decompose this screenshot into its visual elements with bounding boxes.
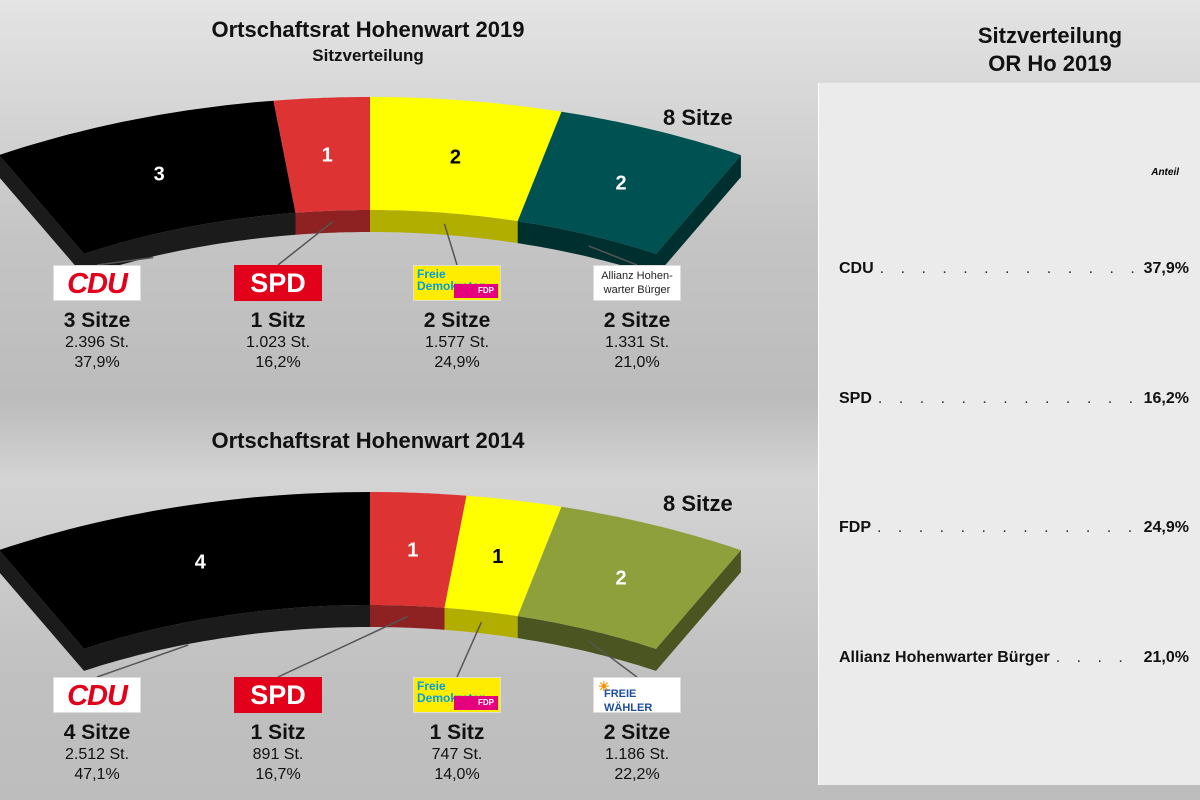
pct-text: 21,0% bbox=[614, 354, 660, 371]
cdu-logo: CDU bbox=[53, 677, 141, 713]
pct-text: 37,9% bbox=[74, 354, 120, 371]
pct-text: 16,2% bbox=[255, 354, 301, 371]
fdp-logo: Freie Demokraten FDP bbox=[413, 265, 501, 301]
share-row: CDU. . . . . . . . . . . . . . . . . . .… bbox=[839, 260, 1189, 277]
seat-segment-spd bbox=[370, 492, 467, 608]
seat-arc-2014: 4 1 1 2 bbox=[0, 492, 741, 678]
leader-line bbox=[456, 621, 482, 678]
votes-text: 747 St. bbox=[431, 746, 483, 763]
segment-front-face bbox=[517, 616, 656, 671]
seat-segment-cdu bbox=[0, 492, 370, 649]
segment-end-face bbox=[656, 155, 741, 276]
pct-text: 24,9% bbox=[434, 354, 480, 371]
seat-count-label: 2 bbox=[615, 567, 626, 589]
fdp-logo: Freie Demokraten FDP bbox=[413, 677, 501, 713]
seat-count-label: 1 bbox=[407, 539, 418, 561]
segment-front-face bbox=[84, 605, 370, 671]
leader-line bbox=[588, 245, 638, 266]
total-seats-2019: 8 Sitze bbox=[663, 105, 733, 130]
chart-title-2014: Ortschaftsrat Hohenwart 2014 bbox=[211, 428, 525, 453]
chart-title-2019: Ortschaftsrat Hohenwart 2019 bbox=[211, 17, 525, 42]
leader-line bbox=[588, 640, 638, 678]
votes-text: 1.577 St. bbox=[424, 334, 490, 351]
seat-segment-spd bbox=[273, 97, 370, 213]
leader-line bbox=[277, 616, 408, 678]
seat-segment-allianz-hohenwarter-bürger bbox=[517, 111, 741, 254]
party-label-cdu-2019: CDU 3 Sitze 2.396 St. 37,9% bbox=[17, 265, 177, 373]
spd-logo: SPD bbox=[234, 265, 322, 301]
seat-count-label: 3 bbox=[154, 164, 165, 186]
seats-text: 2 Sitze bbox=[603, 309, 671, 332]
spd-logo: SPD bbox=[234, 677, 322, 713]
seat-count-label: 1 bbox=[322, 144, 333, 166]
party-label-fw-2014: ☀ FREIE WÄHLER 2 Sitze 1.186 St. 22,2% bbox=[557, 677, 717, 785]
cdu-logo: CDU bbox=[53, 265, 141, 301]
votes-text: 1.023 St. bbox=[245, 334, 311, 351]
share-row: FDP. . . . . . . . . . . . . . . . . . .… bbox=[839, 519, 1189, 536]
party-label-cdu-2014: CDU 4 Sitze 2.512 St. 47,1% bbox=[17, 677, 177, 785]
leader-line bbox=[443, 223, 458, 266]
seat-segment-cdu bbox=[0, 100, 296, 254]
pct-text: 14,0% bbox=[434, 766, 480, 783]
seat-count-label: 2 bbox=[615, 172, 626, 194]
leader-line bbox=[96, 644, 189, 678]
seat-segment-fdp bbox=[370, 97, 562, 222]
sun-icon: ☀ bbox=[598, 679, 610, 694]
share-row: SPD. . . . . . . . . . . . . . . . . . .… bbox=[839, 390, 1189, 407]
party-label-spd-2019: SPD 1 Sitz 1.023 St. 16,2% bbox=[198, 265, 358, 373]
segment-end-face bbox=[656, 550, 741, 671]
party-label-ahb-2019: Allianz Hohen-warter Bürger 2 Sitze 1.33… bbox=[557, 265, 717, 373]
votes-text: 1.186 St. bbox=[604, 746, 670, 763]
pct-text: 47,1% bbox=[74, 766, 120, 783]
seats-text: 4 Sitze bbox=[63, 721, 131, 744]
votes-text: 2.512 St. bbox=[64, 746, 130, 763]
votes-text: 1.331 St. bbox=[604, 334, 670, 351]
ahb-logo: Allianz Hohen-warter Bürger bbox=[593, 265, 681, 301]
leader-line bbox=[96, 256, 154, 266]
seats-text: 3 Sitze bbox=[63, 309, 131, 332]
votes-text: 2.396 St. bbox=[64, 334, 130, 351]
pct-text: 22,2% bbox=[614, 766, 660, 783]
pct-text: 16,7% bbox=[255, 766, 301, 783]
seat-segment-freie-wähler bbox=[517, 506, 741, 649]
party-label-spd-2014: SPD 1 Sitz 891 St. 16,7% bbox=[198, 677, 358, 785]
party-label-fdp-2014: Freie Demokraten FDP 1 Sitz 747 St. 14,0% bbox=[377, 677, 537, 785]
total-seats-2014: 8 Sitze bbox=[663, 491, 733, 516]
share-row: Allianz Hohenwarter Bürger. . . . . . . … bbox=[839, 649, 1189, 666]
party-label-fdp-2019: Freie Demokraten FDP 2 Sitze 1.577 St. 24,… bbox=[377, 265, 537, 373]
seats-text: 2 Sitze bbox=[423, 309, 491, 332]
seats-text: 2 Sitze bbox=[603, 721, 671, 744]
segment-end-face bbox=[0, 551, 84, 671]
seat-count-label: 2 bbox=[450, 147, 461, 169]
votes-text: 891 St. bbox=[252, 746, 304, 763]
seat-count-label: 1 bbox=[492, 546, 503, 568]
seat-arc-2019: 3 1 2 2 bbox=[0, 97, 741, 276]
seat-segment-fdp bbox=[444, 495, 562, 617]
panel-title: Sitzverteilung OR Ho 2019 bbox=[977, 23, 1123, 76]
segment-front-face bbox=[517, 221, 656, 276]
seat-count-label: 4 bbox=[195, 551, 207, 573]
seats-text: 1 Sitz bbox=[250, 721, 306, 744]
seats-text: 1 Sitz bbox=[429, 721, 485, 744]
column-header-anteil: Anteil bbox=[1151, 167, 1179, 178]
segment-front-face bbox=[370, 210, 518, 244]
freie-waehler-logo: ☀ FREIE WÄHLER bbox=[593, 677, 681, 713]
segment-end-face bbox=[0, 156, 84, 276]
chart-subtitle: Sitzverteilung bbox=[312, 46, 424, 65]
seats-text: 1 Sitz bbox=[250, 309, 306, 332]
share-panel: Anteil CDU. . . . . . . . . . . . . . . … bbox=[818, 83, 1200, 785]
leader-line bbox=[277, 221, 334, 266]
